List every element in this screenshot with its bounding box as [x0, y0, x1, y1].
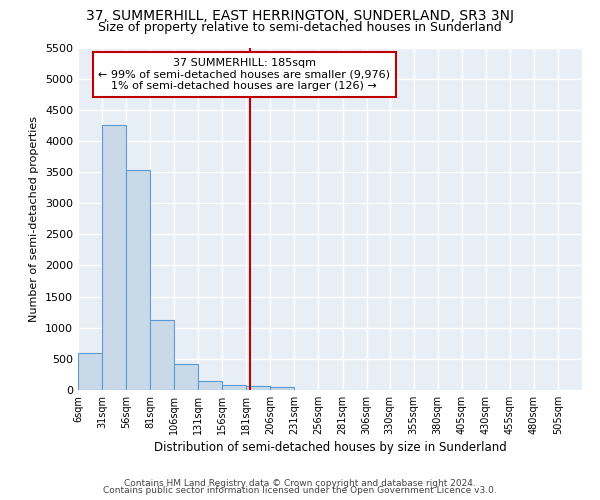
Bar	[150, 320, 174, 390]
Y-axis label: Number of semi-detached properties: Number of semi-detached properties	[29, 116, 40, 322]
Bar	[198, 382, 222, 390]
Text: Contains public sector information licensed under the Open Government Licence v3: Contains public sector information licen…	[103, 486, 497, 495]
Text: 37, SUMMERHILL, EAST HERRINGTON, SUNDERLAND, SR3 3NJ: 37, SUMMERHILL, EAST HERRINGTON, SUNDERL…	[86, 9, 514, 23]
X-axis label: Distribution of semi-detached houses by size in Sunderland: Distribution of semi-detached houses by …	[154, 441, 506, 454]
Text: 37 SUMMERHILL: 185sqm
← 99% of semi-detached houses are smaller (9,976)
1% of se: 37 SUMMERHILL: 185sqm ← 99% of semi-deta…	[98, 58, 391, 91]
Text: Size of property relative to semi-detached houses in Sunderland: Size of property relative to semi-detach…	[98, 22, 502, 35]
Bar	[271, 387, 295, 390]
Bar	[222, 385, 247, 390]
Bar	[78, 354, 102, 390]
Bar	[126, 170, 150, 390]
Bar	[174, 364, 198, 390]
Text: Contains HM Land Registry data © Crown copyright and database right 2024.: Contains HM Land Registry data © Crown c…	[124, 478, 476, 488]
Bar	[247, 386, 271, 390]
Bar	[102, 126, 126, 390]
